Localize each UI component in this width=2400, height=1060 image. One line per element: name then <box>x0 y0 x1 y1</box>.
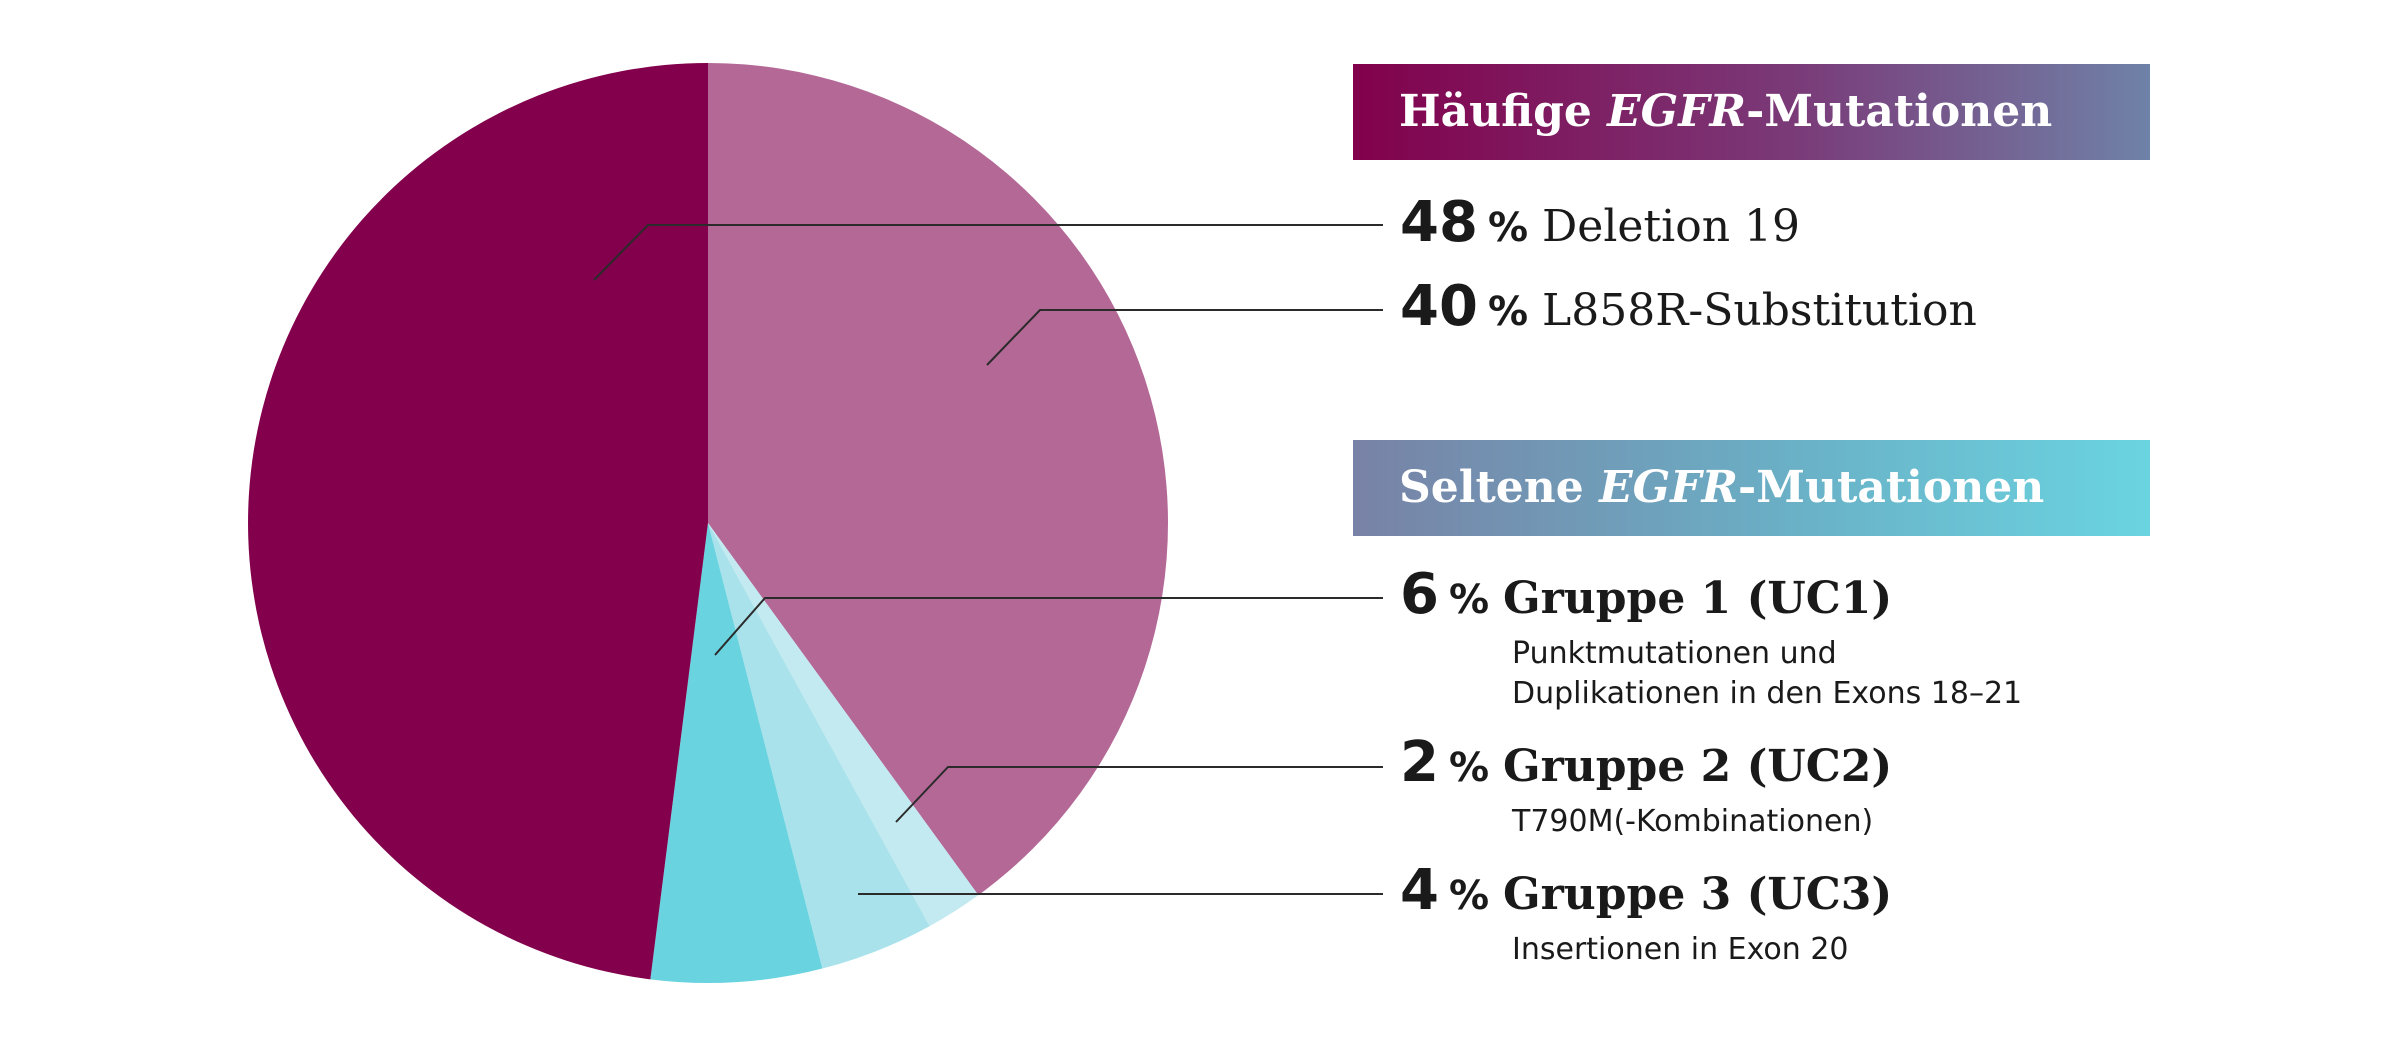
desc-uc1-line1: Punktmutationen und <box>1512 636 1837 671</box>
percent-sign: % <box>1487 289 1529 335</box>
legend-row-uc1: 6% Gruppe 1 (UC1) <box>1400 562 1892 627</box>
label-l858r: L858R-Substitution <box>1542 285 1977 336</box>
rare-title-suffix: -Mutationen <box>1738 462 2045 513</box>
percent-sign: % <box>1487 205 1529 251</box>
legend-row-deletion19: 48% Deletion 19 <box>1400 190 1800 255</box>
desc-uc2: T790M(-Kombinationen) <box>1512 804 1874 839</box>
leader-uc2 <box>895 766 1383 823</box>
leader-deletion19 <box>593 224 1383 281</box>
leader-l858r <box>986 309 1383 366</box>
desc-uc3: Insertionen in Exon 20 <box>1512 932 1849 967</box>
legend-row-l858r: 40% L858R-Substitution <box>1400 274 1977 339</box>
label-uc2: Gruppe 2 (UC2) <box>1503 741 1893 792</box>
pie-slice-deletion-19 <box>248 63 708 980</box>
value-uc3: 4 <box>1400 858 1439 923</box>
rare-title-prefix: Seltene <box>1399 462 1600 513</box>
pie-slice-gruppe-3-uc3 <box>708 523 930 969</box>
percent-sign: % <box>1448 745 1490 791</box>
label-uc1: Gruppe 1 (UC1) <box>1503 573 1893 624</box>
rare-title-gene: EGFR <box>1599 462 1739 513</box>
value-uc2: 2 <box>1400 730 1439 795</box>
pie-slice-gruppe-1-uc1 <box>650 523 823 983</box>
leader-uc1 <box>714 597 1383 656</box>
common-title-suffix: -Mutationen <box>1746 86 2053 137</box>
legend-row-uc3: 4% Gruppe 3 (UC3) <box>1400 858 1892 923</box>
desc-uc1-line2: Duplikationen in den Exons 18–21 <box>1512 676 2023 711</box>
label-uc3: Gruppe 3 (UC3) <box>1503 869 1893 920</box>
label-deletion19: Deletion 19 <box>1542 201 1800 252</box>
pie-slice-gruppe-2-uc2 <box>708 523 979 927</box>
common-title-gene: EGFR <box>1607 86 1747 137</box>
value-l858r: 40 <box>1400 274 1478 339</box>
percent-sign: % <box>1448 577 1490 623</box>
common-title-prefix: Häufige <box>1399 86 1608 137</box>
legend-row-uc2: 2% Gruppe 2 (UC2) <box>1400 730 1892 795</box>
value-deletion19: 48 <box>1400 190 1478 255</box>
common-mutations-banner: Häufige EGFR-Mutationen <box>1353 64 2150 160</box>
percent-sign: % <box>1448 873 1490 919</box>
rare-mutations-banner: Seltene EGFR-Mutationen <box>1353 440 2150 536</box>
pie-slice-l858r-substitution <box>708 63 1169 896</box>
value-uc1: 6 <box>1400 562 1439 627</box>
